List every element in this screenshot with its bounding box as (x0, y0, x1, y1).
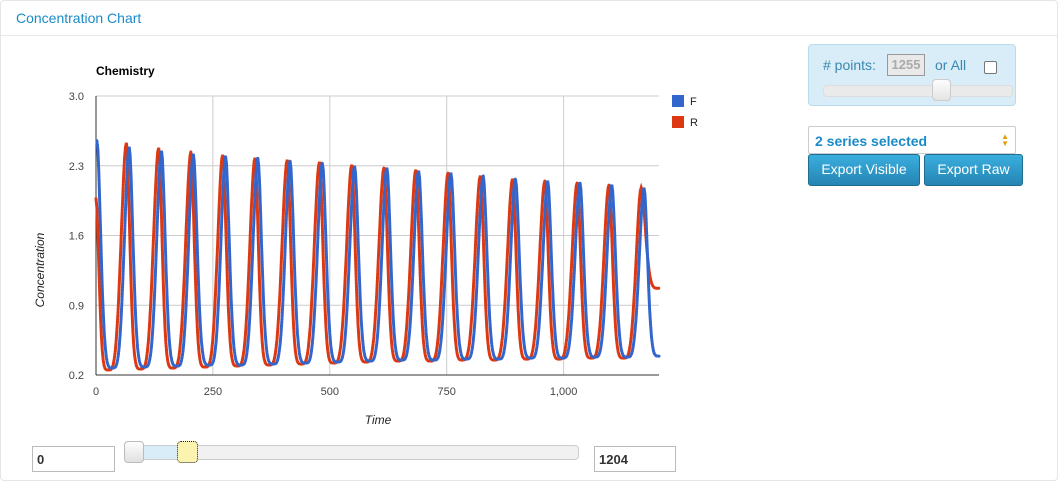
points-label: # points: (823, 57, 876, 73)
range-end-input[interactable]: 1204 (594, 446, 676, 472)
x-tick-label: 750 (438, 386, 456, 398)
panel-heading: Concentration Chart (1, 1, 1057, 36)
y-tick-label: 1.6 (69, 231, 84, 243)
y-axis-title: Concentration (33, 232, 47, 307)
y-tick-label: 2.3 (69, 161, 84, 173)
concentration-chart: 0.2 0.9 1.6 2.3 3.0 0 250 500 750 1,000 Chemistry T… (0, 36, 720, 436)
range-slider-start-handle[interactable] (124, 441, 144, 463)
range-slider-end-handle[interactable] (177, 441, 198, 463)
x-axis-title: Time (365, 413, 392, 427)
panel-title-link[interactable]: Concentration Chart (16, 10, 141, 26)
x-tick-label: 500 (321, 386, 339, 398)
x-tick-label: 250 (204, 386, 222, 398)
or-all-label: or All (935, 57, 966, 73)
legend-label-F: F (690, 96, 697, 108)
y-tick-label: 0.2 (69, 370, 84, 382)
x-tick-label: 0 (93, 386, 99, 398)
points-slider-handle[interactable] (932, 79, 951, 101)
legend-swatch-R (672, 116, 684, 128)
legend-swatch-F (672, 95, 684, 107)
y-tick-label: 0.9 (69, 300, 84, 312)
legend-label-R: R (690, 117, 698, 129)
series-select-value: 2 series selected (815, 133, 927, 149)
points-slider-track[interactable] (823, 85, 1013, 97)
y-tick-label: 3.0 (69, 91, 84, 103)
chart-title: Chemistry (96, 64, 155, 78)
series-select[interactable]: 2 series selected ▲ ▼ (808, 126, 1016, 154)
export-visible-button[interactable]: Export Visible (808, 154, 920, 186)
points-control-box: # points: 1255 or All (808, 44, 1016, 106)
select-arrows-icon: ▲ ▼ (1001, 133, 1009, 147)
x-tick-label: 1,000 (550, 386, 578, 398)
range-start-input[interactable]: 0 (32, 446, 115, 472)
points-input[interactable]: 1255 (887, 54, 925, 76)
all-points-checkbox[interactable] (984, 61, 997, 74)
export-raw-button[interactable]: Export Raw (924, 154, 1023, 186)
